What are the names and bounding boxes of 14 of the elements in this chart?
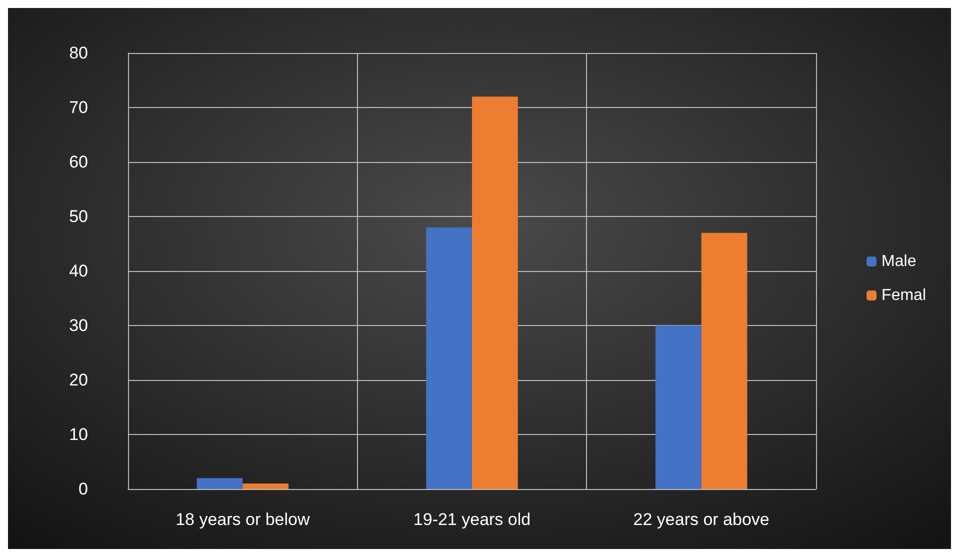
y-tick-label: 30 — [69, 316, 88, 335]
y-tick-label: 10 — [69, 425, 88, 444]
y-tick-label: 70 — [69, 98, 88, 117]
x-tick-label: 22 years or above — [633, 510, 770, 529]
y-tick-label: 50 — [69, 207, 88, 226]
y-tick-label: 60 — [69, 152, 88, 172]
legend-label: Male — [882, 253, 916, 270]
y-tick-label: 40 — [69, 262, 88, 280]
y-tick-label: 80 — [69, 44, 88, 62]
legend-label: Femal — [882, 287, 926, 304]
x-tick-label: 19-21 years old — [413, 510, 531, 529]
y-tick-label: 0 — [78, 480, 88, 498]
y-tick-label: 20 — [69, 370, 88, 390]
x-tick-label: 18 years or below — [176, 510, 310, 529]
